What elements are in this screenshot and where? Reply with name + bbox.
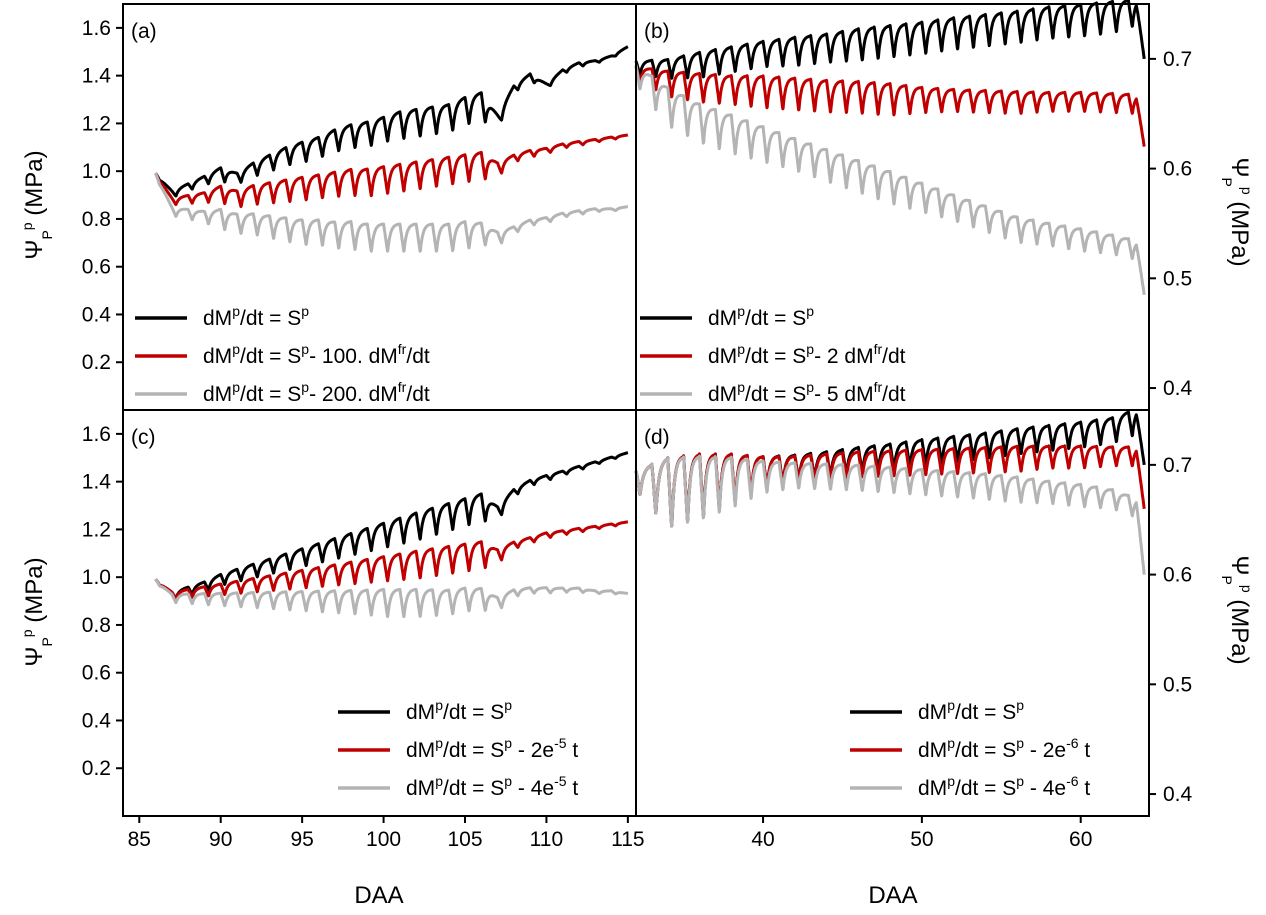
y-tick-label-a-4: 1.0: [82, 160, 111, 183]
x-tick-label-d-1: 50: [910, 828, 933, 851]
legend-entry-a-1: dMp​/dt = Sp​: [203, 303, 309, 330]
series-line-a-2: [154, 133, 629, 209]
legend-entry-b-2: dMp​/dt = Sp​- 2 dMfr​/dt: [708, 341, 906, 368]
series-line-c-1: [154, 451, 629, 600]
y-tick-label-d-1: 0.5: [1163, 673, 1192, 696]
y-axis-label-bottom-right: ΨPp (MPa): [1219, 555, 1255, 664]
y-tick-label-a-6: 1.4: [82, 65, 112, 88]
y-tick-label-a-5: 1.2: [82, 112, 111, 135]
series-line-b-3: [634, 64, 1146, 296]
x-tick-label-c-3: 100: [366, 828, 401, 851]
y-tick-label-c-4: 1.0: [82, 566, 111, 589]
y-tick-label-a-7: 1.6: [82, 17, 111, 40]
y-tick-label-c-7: 1.6: [82, 423, 111, 446]
series-line-b-1: [634, 0, 1146, 80]
panel-label-b: (b): [644, 20, 670, 43]
x-tick-label-c-6: 115: [611, 828, 644, 851]
y-tick-label-c-6: 1.4: [82, 471, 112, 494]
x-tick-label-c-2: 95: [290, 828, 313, 851]
y-tick-label-c-2: 0.6: [82, 662, 111, 685]
x-tick-label-d-0: 40: [751, 828, 774, 851]
legend-entry-d-1: dMp​/dt = Sp​: [918, 697, 1024, 724]
x-tick-label-c-4: 105: [447, 828, 482, 851]
legend-entry-c-2: dMp​/dt = Sp​ - 2e-5​ t: [406, 735, 578, 762]
y-axis-label-bottom-left: ΨPp (MPa): [19, 557, 55, 666]
series-line-c-2: [154, 520, 629, 601]
legend-entry-b-1: dMp​/dt = Sp​: [708, 303, 814, 330]
y-tick-label-d-2: 0.6: [1163, 564, 1192, 587]
series-line-b-2: [634, 66, 1146, 147]
panel-label-a: (a): [131, 20, 157, 43]
x-tick-label-c-5: 110: [530, 828, 563, 851]
panel-d: 0.4 0.5 0.6 0.7 40 50 60 (d) dMp​/dt = Sp​ dMp​/d…: [634, 409, 1193, 851]
panel-label-c: (c): [131, 426, 156, 449]
x-tick-label-c-1: 90: [209, 828, 232, 851]
legend-entry-a-2: dMp​/dt = Sp​- 100. dMfr​/dt: [203, 341, 430, 368]
series-line-c-3: [154, 578, 629, 619]
y-axis-label-top-left: ΨPp (MPa): [19, 150, 55, 259]
legend-entry-c-3: dMp​/dt = Sp​ - 4e-5​ t: [406, 773, 578, 800]
y-tick-label-a-3: 0.8: [82, 208, 111, 231]
y-tick-label-a-1: 0.4: [82, 303, 112, 326]
y-tick-label-a-2: 0.6: [82, 256, 111, 279]
series-line-a-3: [154, 172, 629, 253]
series-line-a-1: [154, 45, 629, 198]
series-line-d-3: [634, 454, 1146, 575]
panel-a: 0.2 0.4 0.6 0.8 1.0 1.2 1.4 1.6 (a) dMp​/dt = Sp​…: [82, 3, 637, 411]
y-tick-label-b-0: 0.4: [1163, 377, 1193, 400]
x-tick-label-d-2: 60: [1069, 828, 1092, 851]
legend-entry-b-3: dMp​/dt = Sp​- 5 dMfr​/dt: [708, 379, 906, 406]
panel-c: 0.2 0.4 0.6 0.8 1.0 1.2 1.4 1.6 85 90 95 100 105 110 1…: [82, 409, 645, 851]
y-tick-label-d-0: 0.4: [1163, 783, 1193, 806]
y-tick-label-d-3: 0.7: [1163, 454, 1192, 477]
panel-label-d: (d): [644, 426, 670, 449]
y-tick-label-c-5: 1.2: [82, 518, 111, 541]
panel-b: 0.4 0.5 0.6 0.7 (b) dMp​/dt = Sp​ dMp​/dt = Sp…: [634, 0, 1193, 411]
legend-entry-d-2: dMp​/dt = Sp​ - 2e-6​ t: [918, 735, 1090, 762]
y-axis-label-top-right: ΨPp (MPa): [1219, 157, 1255, 266]
x-axis-label-left: DAA: [354, 882, 403, 909]
plot-frame-d: [635, 409, 1150, 817]
y-tick-label-b-1: 0.5: [1163, 267, 1192, 290]
x-axis-label-right: DAA: [868, 882, 917, 909]
y-tick-label-b-3: 0.7: [1163, 48, 1192, 71]
y-tick-label-b-2: 0.6: [1163, 158, 1192, 181]
x-tick-label-c-0: 85: [128, 828, 151, 851]
legend-entry-d-3: dMp​/dt = Sp​ - 4e-6​ t: [918, 773, 1090, 800]
legend-entry-c-1: dMp​/dt = Sp​: [406, 697, 512, 724]
y-tick-label-c-1: 0.4: [82, 709, 112, 732]
legend-entry-a-3: dMp​/dt = Sp​- 200. dMfr​/dt: [203, 379, 430, 406]
y-tick-label-c-3: 0.8: [82, 614, 111, 637]
y-tick-label-c-0: 0.2: [82, 757, 111, 780]
y-tick-label-a-0: 0.2: [82, 351, 111, 374]
